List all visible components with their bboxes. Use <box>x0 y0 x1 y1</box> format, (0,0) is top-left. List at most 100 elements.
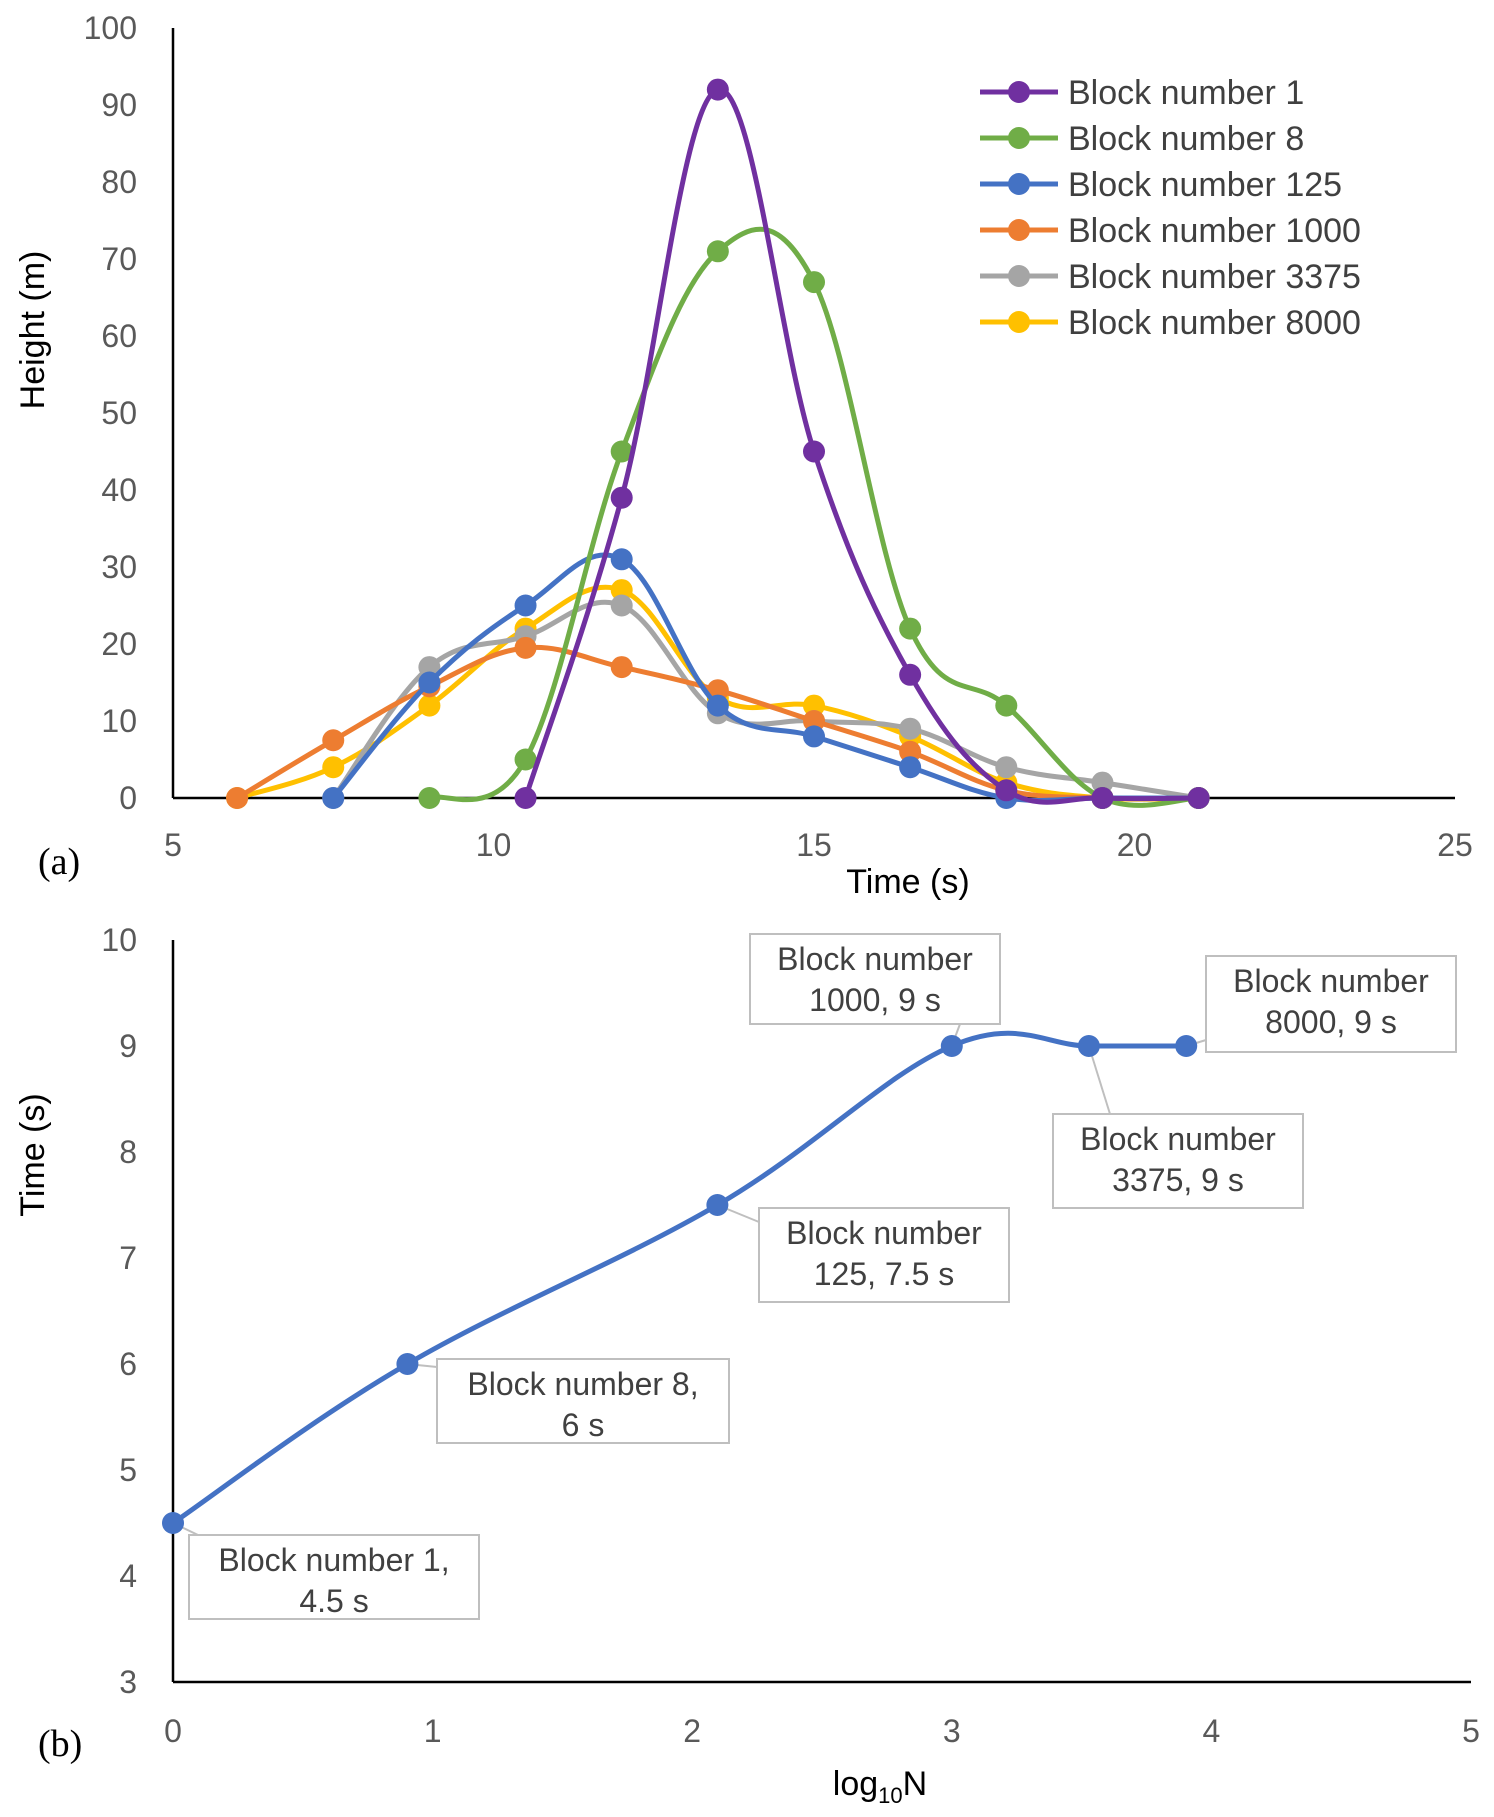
chart-a-point-5-2 <box>418 694 441 717</box>
chart-a-point-3-5 <box>706 679 729 702</box>
chart-b-y-tick-7: 10 <box>101 922 137 958</box>
legend-item-1: Block number 8 <box>980 120 1304 158</box>
legend-item-3: Block number 1000 <box>980 212 1361 250</box>
legend-label-3: Block number 1000 <box>1068 212 1361 250</box>
panel-label-a: (a) <box>38 841 80 883</box>
legend-swatch-marker-1 <box>1008 127 1030 149</box>
chart-b-x-axis-title-main: log <box>833 1765 878 1803</box>
chart-a-y-tick-0: 0 <box>119 780 137 816</box>
callout-line2-0: 4.5 s <box>299 1583 368 1619</box>
chart-a-point-1-5 <box>899 617 922 640</box>
chart-a-point-1-3 <box>706 240 729 263</box>
callout-box-5 <box>1205 955 1457 1053</box>
chart-b-x-tick-3: 3 <box>943 1713 961 1749</box>
callout-line1-2: Block number <box>786 1215 982 1251</box>
callout-box-2 <box>758 1207 1010 1303</box>
chart-a-point-4-1 <box>418 656 441 679</box>
chart-a-point-4-3 <box>610 594 633 617</box>
chart-a-point-3-0 <box>226 787 249 809</box>
legend-item-0: Block number 1 <box>980 74 1304 112</box>
chart-a-y-tick-9: 90 <box>101 87 137 123</box>
legend-label-2: Block number 125 <box>1068 166 1342 204</box>
chart-a-y-tick-2: 20 <box>101 626 137 662</box>
callout-line1-1: Block number 8, <box>467 1366 698 1402</box>
legend-label-4: Block number 3375 <box>1068 258 1361 296</box>
chart-b-y-tick-1: 4 <box>119 1558 137 1594</box>
chart-a-point-5-4 <box>610 579 633 602</box>
callout-line2-1: 6 s <box>562 1407 605 1443</box>
chart-a-point-4-7 <box>995 756 1018 779</box>
legend-item-4: Block number 3375 <box>980 258 1361 296</box>
legend-swatch-marker-2 <box>1008 173 1030 195</box>
chart-b-point-2 <box>706 1194 729 1216</box>
chart-a-series-2 <box>322 548 1210 809</box>
callout-line2-3: 1000, 9 s <box>809 982 941 1018</box>
chart-a-x-tick-3: 20 <box>1117 827 1153 863</box>
chart-b-point-5 <box>1175 1035 1198 1057</box>
callout-line1-5: Block number <box>1233 963 1429 999</box>
chart-b-y-tick-2: 5 <box>119 1452 137 1488</box>
chart-a-point-1-6 <box>995 694 1018 717</box>
chart-a-point-3-7 <box>899 740 922 763</box>
chart-b-y-tick-5: 8 <box>119 1134 137 1170</box>
callout-line2-4: 3375, 9 s <box>1112 1162 1244 1198</box>
chart-a-x-tick-0: 5 <box>164 827 182 863</box>
chart-b-y-tick-labels: 3 4 5 6 7 8 9 10 <box>101 922 137 1700</box>
chart-a-point-2-1 <box>418 671 441 694</box>
chart-a-point-2-4 <box>706 694 729 717</box>
chart-a-x-tick-1: 10 <box>476 827 512 863</box>
callout-box-3 <box>749 933 1001 1025</box>
chart-a-y-tick-10: 100 <box>84 10 137 46</box>
chart-b-x-tick-4: 4 <box>1203 1713 1221 1749</box>
callout-1: Block number 8, 6 s <box>407 1358 730 1444</box>
chart-a-point-2-5 <box>803 725 825 748</box>
callout-line1-0: Block number 1, <box>218 1542 449 1578</box>
chart-b-x-axis-title-tail: N <box>903 1765 928 1803</box>
callout-line1-3: Block number <box>777 941 973 977</box>
callout-leader-4 <box>1087 1045 1111 1115</box>
chart-a-y-tick-labels: 0 10 20 30 40 50 60 70 80 90 100 <box>84 10 137 816</box>
chart-a-series-layer <box>226 78 1210 809</box>
chart-a-x-tick-labels: 5 10 15 20 25 <box>164 827 1473 863</box>
legend-swatch-marker-0 <box>1008 81 1030 103</box>
chart-b-point-4 <box>1077 1035 1100 1057</box>
legend-swatch-marker-4 <box>1008 265 1030 287</box>
callout-0: Block number 1, 4.5 s <box>172 1522 480 1620</box>
chart-a-point-2-2 <box>514 594 537 617</box>
chart-a-point-3-6 <box>803 710 825 732</box>
chart-a-point-5-1 <box>322 756 345 779</box>
chart-a-y-tick-7: 70 <box>101 241 137 277</box>
chart-a: 0 10 20 30 40 50 60 70 80 90 100 5 10 15 20 25 Height … <box>14 10 1473 901</box>
chart-a-point-0-4 <box>899 663 922 686</box>
callout-box-1 <box>436 1358 730 1444</box>
chart-a-point-2-0 <box>322 787 345 809</box>
callout-line1-4: Block number <box>1080 1121 1276 1157</box>
chart-a-x-tick-2: 15 <box>796 827 832 863</box>
chart-a-point-0-1 <box>610 486 633 509</box>
chart-b-y-tick-4: 7 <box>119 1240 137 1276</box>
chart-b-x-tick-0: 0 <box>164 1713 182 1749</box>
callout-3: Block number 1000, 9 s <box>749 933 1001 1047</box>
chart-a-point-3-3 <box>514 636 537 659</box>
chart-a-point-3-1 <box>322 729 345 752</box>
chart-b-x-tick-5: 5 <box>1462 1713 1480 1749</box>
chart-a-point-1-0 <box>418 787 441 809</box>
legend-label-0: Block number 1 <box>1068 74 1304 112</box>
panel-label-b: (b) <box>38 1723 82 1765</box>
chart-a-point-0-5 <box>995 779 1018 802</box>
chart-a-legend: Block number 1 Block number 8 Block number… <box>980 74 1361 342</box>
chart-a-series-line-4 <box>331 599 1199 801</box>
chart-a-x-axis-title: Time (s) <box>846 863 969 901</box>
chart-a-y-tick-6: 60 <box>101 318 137 354</box>
chart-a-point-0-2 <box>706 78 729 101</box>
callout-5: Block number 8000, 9 s <box>1185 955 1457 1053</box>
chart-a-point-0-6 <box>1091 787 1114 809</box>
legend-label-1: Block number 8 <box>1068 120 1304 158</box>
chart-a-x-tick-4: 25 <box>1437 827 1473 863</box>
chart-a-point-2-6 <box>899 756 922 779</box>
chart-b-x-tick-2: 2 <box>683 1713 701 1749</box>
chart-a-point-2-3 <box>610 548 633 571</box>
